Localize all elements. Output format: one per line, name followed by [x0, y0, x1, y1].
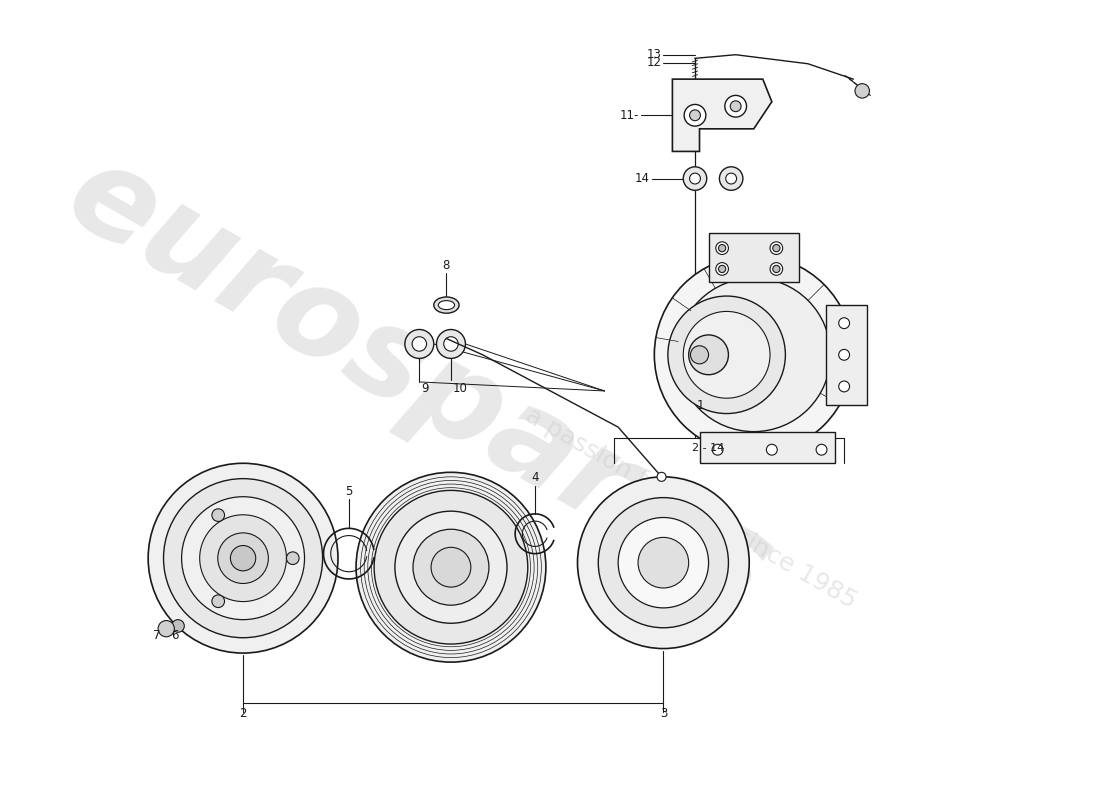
- Circle shape: [770, 242, 783, 254]
- Text: 2 - 14: 2 - 14: [692, 443, 725, 454]
- Text: a passion for parts since 1985: a passion for parts since 1985: [520, 403, 860, 614]
- Bar: [700, 432, 835, 463]
- Text: 10: 10: [453, 382, 468, 395]
- Circle shape: [690, 110, 701, 121]
- Circle shape: [638, 538, 689, 588]
- Circle shape: [657, 472, 667, 482]
- Text: 5: 5: [345, 485, 352, 498]
- Circle shape: [730, 101, 741, 112]
- Ellipse shape: [433, 297, 459, 314]
- Circle shape: [654, 255, 854, 454]
- Circle shape: [148, 463, 338, 653]
- Circle shape: [374, 490, 528, 644]
- Circle shape: [578, 477, 749, 649]
- Bar: [826, 305, 867, 405]
- Circle shape: [676, 278, 830, 432]
- Text: 6: 6: [172, 629, 179, 642]
- Circle shape: [716, 262, 728, 275]
- Text: 14: 14: [635, 172, 650, 185]
- Circle shape: [412, 530, 488, 605]
- Circle shape: [437, 330, 465, 358]
- Text: eurospares: eurospares: [47, 132, 792, 632]
- Circle shape: [683, 311, 770, 398]
- Circle shape: [855, 84, 869, 98]
- Text: 2: 2: [240, 707, 246, 720]
- Text: 1: 1: [696, 398, 704, 412]
- Circle shape: [230, 546, 255, 571]
- Text: 4: 4: [531, 471, 539, 484]
- Circle shape: [718, 245, 726, 252]
- Circle shape: [838, 318, 849, 329]
- Circle shape: [838, 350, 849, 360]
- Text: 3: 3: [660, 707, 667, 720]
- Circle shape: [618, 518, 708, 608]
- Circle shape: [668, 296, 785, 414]
- Circle shape: [719, 167, 742, 190]
- Circle shape: [182, 497, 305, 620]
- Circle shape: [395, 511, 507, 623]
- Circle shape: [212, 509, 224, 522]
- Circle shape: [838, 381, 849, 392]
- Circle shape: [772, 245, 780, 252]
- Circle shape: [164, 478, 322, 638]
- Circle shape: [772, 266, 780, 273]
- Circle shape: [691, 346, 708, 364]
- Circle shape: [200, 514, 286, 602]
- Circle shape: [689, 335, 728, 374]
- Circle shape: [683, 167, 707, 190]
- Circle shape: [172, 620, 185, 632]
- Circle shape: [816, 444, 827, 455]
- Text: 12: 12: [647, 56, 661, 70]
- Circle shape: [431, 547, 471, 587]
- Text: 13: 13: [647, 48, 661, 62]
- Circle shape: [356, 472, 546, 662]
- Text: 9: 9: [421, 382, 429, 395]
- Circle shape: [218, 533, 268, 583]
- Circle shape: [718, 266, 726, 273]
- Circle shape: [770, 262, 783, 275]
- Ellipse shape: [438, 301, 454, 310]
- Circle shape: [767, 444, 778, 455]
- Text: 7: 7: [153, 629, 161, 642]
- Circle shape: [598, 498, 728, 628]
- Text: 11-: 11-: [619, 109, 639, 122]
- Circle shape: [286, 552, 299, 565]
- Polygon shape: [672, 79, 772, 151]
- Circle shape: [725, 95, 747, 117]
- Circle shape: [158, 621, 175, 637]
- Circle shape: [405, 330, 433, 358]
- Bar: [708, 233, 799, 282]
- Circle shape: [726, 173, 737, 184]
- Circle shape: [684, 105, 706, 126]
- Circle shape: [716, 242, 728, 254]
- Circle shape: [412, 337, 427, 351]
- Circle shape: [690, 173, 701, 184]
- Circle shape: [212, 595, 224, 607]
- Circle shape: [443, 337, 459, 351]
- Circle shape: [712, 444, 723, 455]
- Text: 8: 8: [442, 258, 450, 272]
